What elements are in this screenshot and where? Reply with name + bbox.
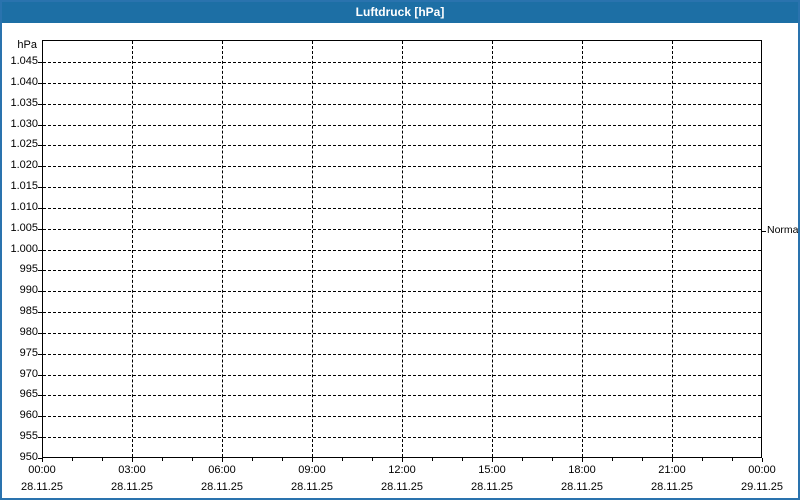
x-axis-tick-minor bbox=[462, 458, 463, 461]
y-axis-tick bbox=[38, 166, 42, 168]
y-tick-label: 950 bbox=[19, 451, 38, 463]
x-date-label: 28.11.25 bbox=[20, 481, 63, 493]
y-axis-tick bbox=[38, 207, 42, 209]
y-axis-tick bbox=[38, 145, 42, 147]
x-axis-tick-minor bbox=[342, 458, 343, 461]
y-tick-label: 1.020 bbox=[10, 159, 38, 172]
y-tick-label: 955 bbox=[19, 430, 38, 443]
y-tick-label: 965 bbox=[19, 388, 38, 401]
y-axis-tick bbox=[38, 187, 42, 189]
y-axis-tick bbox=[38, 124, 42, 126]
y-axis-tick bbox=[38, 353, 42, 355]
x-time-label: 12:00 bbox=[388, 464, 416, 476]
x-axis-tick-minor bbox=[552, 458, 553, 461]
x-date-label: 28.11.25 bbox=[470, 481, 513, 493]
x-axis-tick-minor bbox=[432, 458, 433, 461]
y-tick-label: 1.025 bbox=[10, 138, 38, 151]
y-axis-tick bbox=[38, 374, 42, 376]
y-tick-label: 1.030 bbox=[10, 117, 38, 130]
y-axis-tick bbox=[38, 270, 42, 272]
y-axis-unit-label: hPa bbox=[17, 39, 37, 51]
x-axis-tick-minor bbox=[282, 458, 283, 461]
x-axis-tick-minor bbox=[72, 458, 73, 461]
chart-title: Luftdruck [hPa] bbox=[2, 2, 798, 23]
x-axis-tick-minor bbox=[192, 458, 193, 461]
x-axis-tick-minor bbox=[522, 458, 523, 461]
pressure-chart: hPa Normal 1.045 1.040 1.035 1.030 1.025 1.02… bbox=[2, 23, 798, 498]
y-axis-tick bbox=[38, 395, 42, 397]
x-axis-tick-major bbox=[672, 458, 673, 462]
y-axis-tick bbox=[38, 312, 42, 314]
x-axis-tick-minor bbox=[372, 458, 373, 461]
y-axis-tick bbox=[38, 458, 42, 459]
y-axis-tick bbox=[38, 103, 42, 105]
v-gridline bbox=[132, 41, 133, 457]
x-time-label: 00:00 bbox=[748, 464, 776, 476]
y-axis-tick bbox=[38, 249, 42, 251]
y-tick-label: 1.010 bbox=[10, 200, 38, 213]
y-tick-label: 1.040 bbox=[10, 75, 38, 88]
y-axis-tick bbox=[38, 437, 42, 439]
x-time-label: 06:00 bbox=[208, 464, 236, 476]
y-tick-label: 1.045 bbox=[10, 55, 38, 68]
x-axis-tick-major bbox=[402, 458, 403, 462]
x-axis-tick-minor bbox=[732, 458, 733, 461]
x-date-label: 28.11.25 bbox=[560, 481, 603, 493]
x-axis-tick-minor bbox=[642, 458, 643, 461]
x-date-label: 28.11.25 bbox=[380, 481, 423, 493]
v-gridline bbox=[402, 41, 403, 457]
x-axis-tick-major bbox=[42, 458, 43, 462]
x-time-label: 18:00 bbox=[568, 464, 596, 476]
x-axis-tick-major bbox=[132, 458, 133, 462]
y-axis-tick bbox=[38, 62, 42, 64]
v-gridline bbox=[312, 41, 313, 457]
y-tick-label: 990 bbox=[19, 284, 38, 297]
x-axis-tick-major bbox=[582, 458, 583, 462]
x-axis-tick-minor bbox=[162, 458, 163, 461]
x-axis-tick-major bbox=[492, 458, 493, 462]
x-date-label: 28.11.25 bbox=[110, 481, 153, 493]
x-axis-tick-minor bbox=[702, 458, 703, 461]
x-axis-tick-minor bbox=[252, 458, 253, 461]
x-axis-tick-major bbox=[762, 458, 763, 462]
x-time-label: 00:00 bbox=[28, 464, 56, 476]
y-tick-label: 995 bbox=[19, 263, 38, 276]
y-tick-label: 1.035 bbox=[10, 96, 38, 109]
x-axis-tick-major bbox=[222, 458, 223, 462]
plot-area bbox=[42, 40, 762, 458]
y-axis-tick bbox=[38, 416, 42, 418]
normal-reference-label: Normal bbox=[767, 223, 800, 236]
v-gridline bbox=[672, 41, 673, 457]
normal-reference-tick bbox=[762, 230, 766, 232]
y-axis-tick bbox=[38, 291, 42, 293]
y-tick-label: 975 bbox=[19, 346, 38, 359]
v-gridline bbox=[492, 41, 493, 457]
y-tick-label: 1.015 bbox=[10, 180, 38, 193]
y-axis-tick bbox=[38, 332, 42, 334]
y-tick-label: 980 bbox=[19, 325, 38, 338]
y-tick-label: 1.005 bbox=[10, 221, 38, 234]
y-axis-tick bbox=[38, 228, 42, 230]
y-tick-label: 1.000 bbox=[10, 242, 38, 255]
v-gridline bbox=[582, 41, 583, 457]
x-date-label: 28.11.25 bbox=[290, 481, 333, 493]
x-axis-tick-minor bbox=[102, 458, 103, 461]
x-time-label: 21:00 bbox=[658, 464, 686, 476]
x-time-label: 09:00 bbox=[298, 464, 326, 476]
y-tick-label: 985 bbox=[19, 305, 38, 318]
x-time-label: 15:00 bbox=[478, 464, 506, 476]
v-gridline bbox=[222, 41, 223, 457]
x-axis-tick-minor bbox=[612, 458, 613, 461]
x-time-label: 03:00 bbox=[118, 464, 146, 476]
y-tick-label: 960 bbox=[19, 409, 38, 422]
y-axis-tick bbox=[38, 82, 42, 84]
x-axis-tick-major bbox=[312, 458, 313, 462]
x-date-label: 29.11.25 bbox=[740, 481, 783, 493]
x-date-label: 28.11.25 bbox=[650, 481, 693, 493]
x-date-label: 28.11.25 bbox=[200, 481, 243, 493]
y-tick-label: 970 bbox=[19, 367, 38, 380]
